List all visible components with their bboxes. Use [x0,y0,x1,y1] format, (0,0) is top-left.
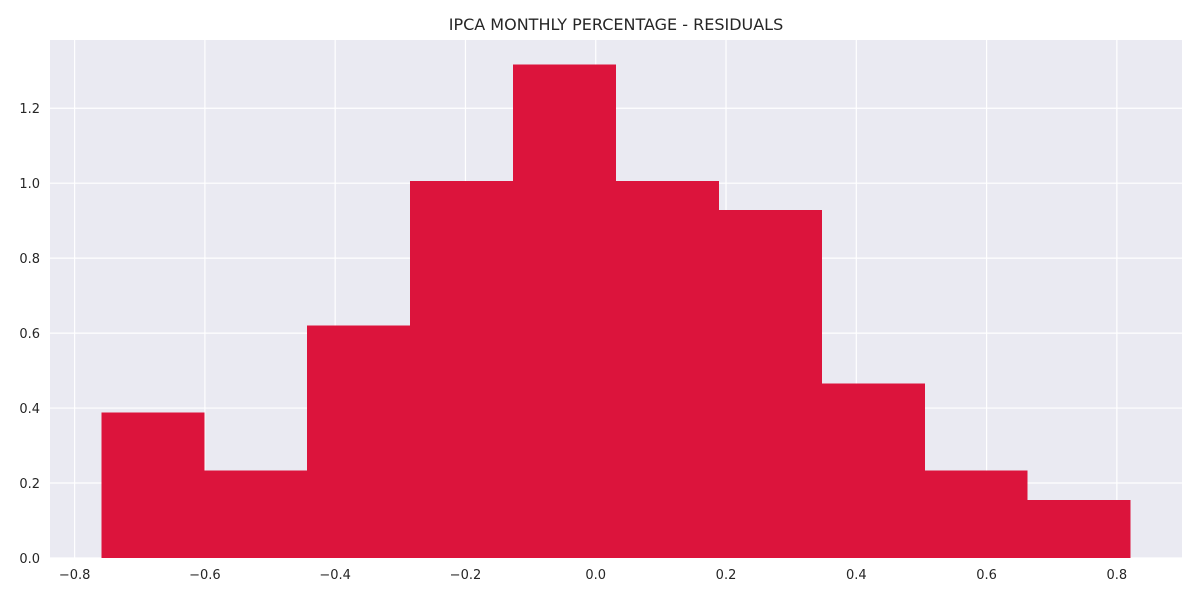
y-tick-label: 0.6 [19,327,40,342]
chart-title: IPCA MONTHLY PERCENTAGE - RESIDUALS [448,15,784,34]
y-tick-label: 0.8 [19,252,40,267]
y-axis-ticks: 0.0 0.2 0.4 0.6 0.8 1.0 1.2 [19,102,40,567]
y-tick-label: 0.4 [19,402,40,417]
histogram-bar [821,383,925,558]
x-tick-label: 0.6 [976,568,997,583]
x-tick-label: 0.4 [846,568,867,583]
x-tick-label: 0.2 [716,568,737,583]
histogram-bar [410,180,514,558]
x-axis-ticks: −0.8 −0.6 −0.4 −0.2 0.0 0.2 0.4 0.6 0.8 [59,568,1127,583]
y-tick-label: 1.0 [19,177,40,192]
x-tick-label: 0.0 [585,568,606,583]
x-tick-label: −0.8 [59,568,91,583]
y-tick-label: 1.2 [19,102,40,117]
histogram-bar [718,209,822,558]
histogram-bar [307,325,411,558]
x-tick-label: −0.2 [450,568,482,583]
histogram-bar [204,470,308,558]
histogram-bar [616,180,719,558]
x-tick-label: −0.4 [319,568,351,583]
histogram-bars [101,64,1131,558]
histogram-bar [1027,499,1131,558]
histogram-bar [101,412,205,558]
x-tick-label: 0.8 [1107,568,1128,583]
x-tick-label: −0.6 [189,568,221,583]
y-tick-label: 0.2 [19,477,40,492]
histogram-bar [513,64,616,558]
y-tick-label: 0.0 [19,552,40,567]
histogram-bar [924,470,1028,558]
